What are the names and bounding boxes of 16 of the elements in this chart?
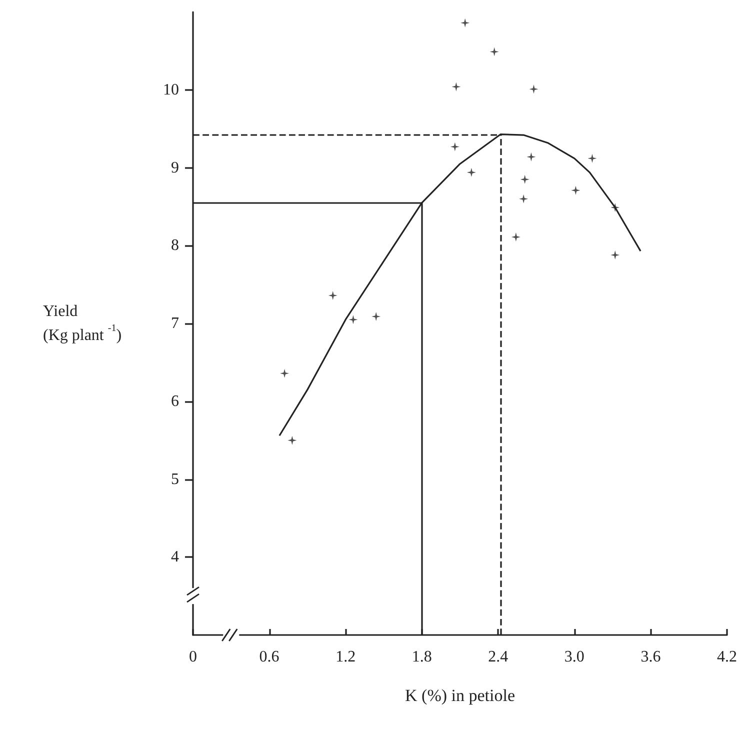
- x-tick-label: 3.6: [640, 648, 661, 666]
- x-tick-label: 4.2: [717, 648, 737, 666]
- x-tick-label: 0: [189, 648, 197, 666]
- x-tick-label: 0.6: [259, 648, 280, 666]
- y-tick-label: 10: [163, 81, 179, 98]
- y-tick-label: 6: [171, 392, 179, 410]
- y-tick-label: 8: [171, 237, 179, 254]
- x-axis-title: K (%) in petiole: [405, 686, 515, 705]
- y-tick-label: 9: [171, 159, 179, 176]
- y-tick-label: 4: [171, 548, 179, 566]
- x-tick-label: 2.4: [488, 648, 508, 666]
- x-tick-label: 1.8: [412, 648, 432, 666]
- y-tick-label: 7: [171, 315, 179, 332]
- x-tick-label: 1.2: [336, 648, 356, 666]
- y-tick-label: 5: [171, 470, 179, 488]
- x-tick-label: 3.0: [564, 648, 584, 666]
